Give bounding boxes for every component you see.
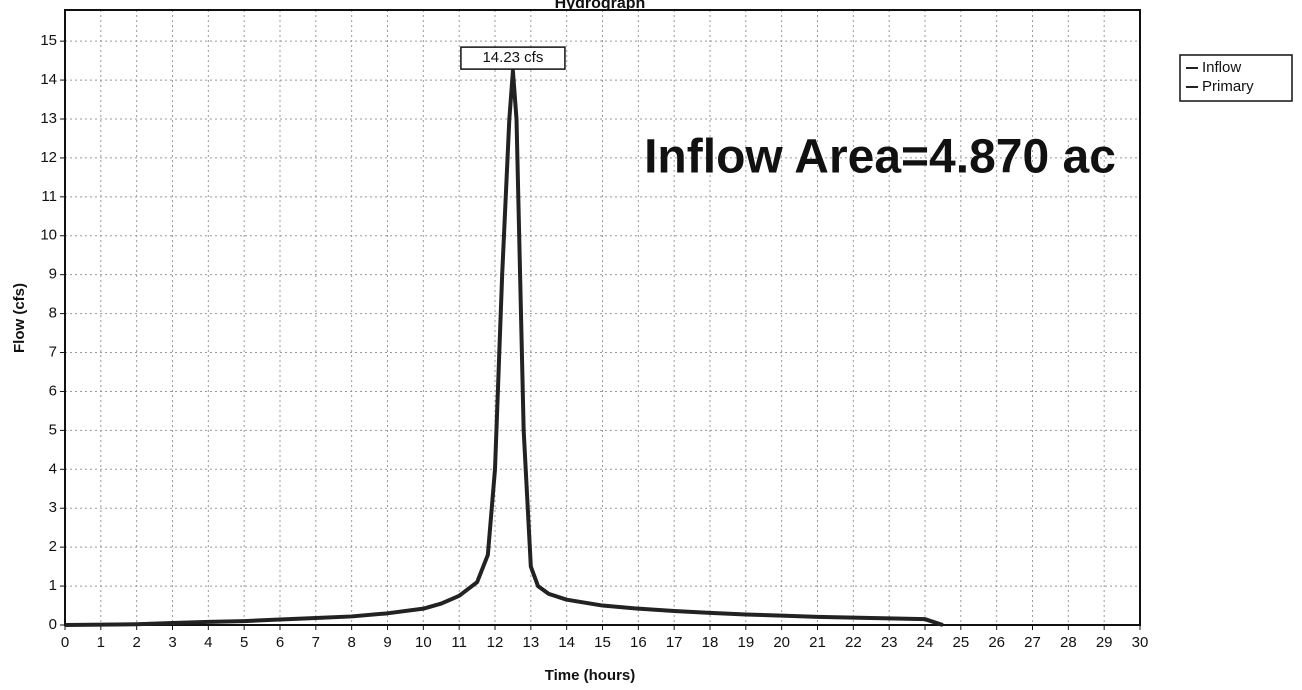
legend-label: Primary xyxy=(1202,78,1254,95)
y-tick-label: 3 xyxy=(49,499,57,516)
y-tick-label: 9 xyxy=(49,266,57,283)
legend-label: Inflow xyxy=(1202,59,1241,76)
annotation: Inflow Area=4.870 ac xyxy=(644,131,1116,184)
y-tick-label: 6 xyxy=(49,382,57,399)
x-tick-label: 0 xyxy=(61,634,69,651)
peak-label-box xyxy=(460,46,566,70)
x-tick-label: 24 xyxy=(917,634,934,651)
x-tick-label: 28 xyxy=(1060,634,1077,651)
y-tick-label: 10 xyxy=(40,227,57,244)
peak-label: 14.23 cfs xyxy=(482,49,543,66)
x-tick-label: 19 xyxy=(737,634,754,651)
x-tick-label: 25 xyxy=(952,634,969,651)
y-tick-label: 12 xyxy=(40,149,57,166)
x-tick-label: 17 xyxy=(666,634,683,651)
x-tick-label: 11 xyxy=(451,634,467,651)
x-tick-label: 8 xyxy=(347,634,355,651)
y-tick-label: 2 xyxy=(49,538,57,555)
y-tick-label: 8 xyxy=(49,305,57,322)
x-tick-label: 7 xyxy=(312,634,320,651)
x-tick-label: 13 xyxy=(522,634,539,651)
x-tick-label: 20 xyxy=(773,634,790,651)
y-tick-label: 4 xyxy=(49,460,57,477)
x-tick-label: 26 xyxy=(988,634,1005,651)
x-tick-label: 14 xyxy=(558,634,575,651)
x-tick-label: 12 xyxy=(487,634,504,651)
x-tick-label: 27 xyxy=(1024,634,1041,651)
x-tick-label: 15 xyxy=(594,634,611,651)
x-tick-label: 6 xyxy=(276,634,284,651)
x-tick-label: 30 xyxy=(1132,634,1149,651)
x-tick-label: 1 xyxy=(97,634,105,651)
x-tick-label: 29 xyxy=(1096,634,1113,651)
y-tick-label: 15 xyxy=(40,32,57,49)
y-tick-label: 0 xyxy=(49,616,57,633)
x-tick-label: 21 xyxy=(809,634,826,651)
x-tick-label: 22 xyxy=(845,634,862,651)
y-tick-label: 5 xyxy=(49,421,57,438)
series-line xyxy=(64,70,944,626)
x-axis-label: Time (hours) xyxy=(545,667,636,684)
legend-box xyxy=(1179,54,1293,102)
y-tick-label: 7 xyxy=(49,344,57,361)
plot-frame xyxy=(64,9,1141,626)
y-axis-label: Flow (cfs) xyxy=(11,283,28,353)
y-tick-label: 14 xyxy=(40,71,57,88)
x-tick-label: 4 xyxy=(204,634,212,651)
x-tick-label: 3 xyxy=(168,634,176,651)
y-tick-label: 13 xyxy=(40,110,57,127)
plot-area xyxy=(65,10,1140,625)
y-tick-label: 1 xyxy=(49,577,57,594)
x-tick-label: 2 xyxy=(132,634,140,651)
x-tick-label: 5 xyxy=(240,634,248,651)
x-tick-label: 10 xyxy=(415,634,432,651)
y-tick-label: 11 xyxy=(41,188,57,205)
x-tick-label: 23 xyxy=(881,634,898,651)
x-tick-label: 18 xyxy=(702,634,719,651)
x-tick-label: 16 xyxy=(630,634,647,651)
x-tick-label: 9 xyxy=(383,634,391,651)
